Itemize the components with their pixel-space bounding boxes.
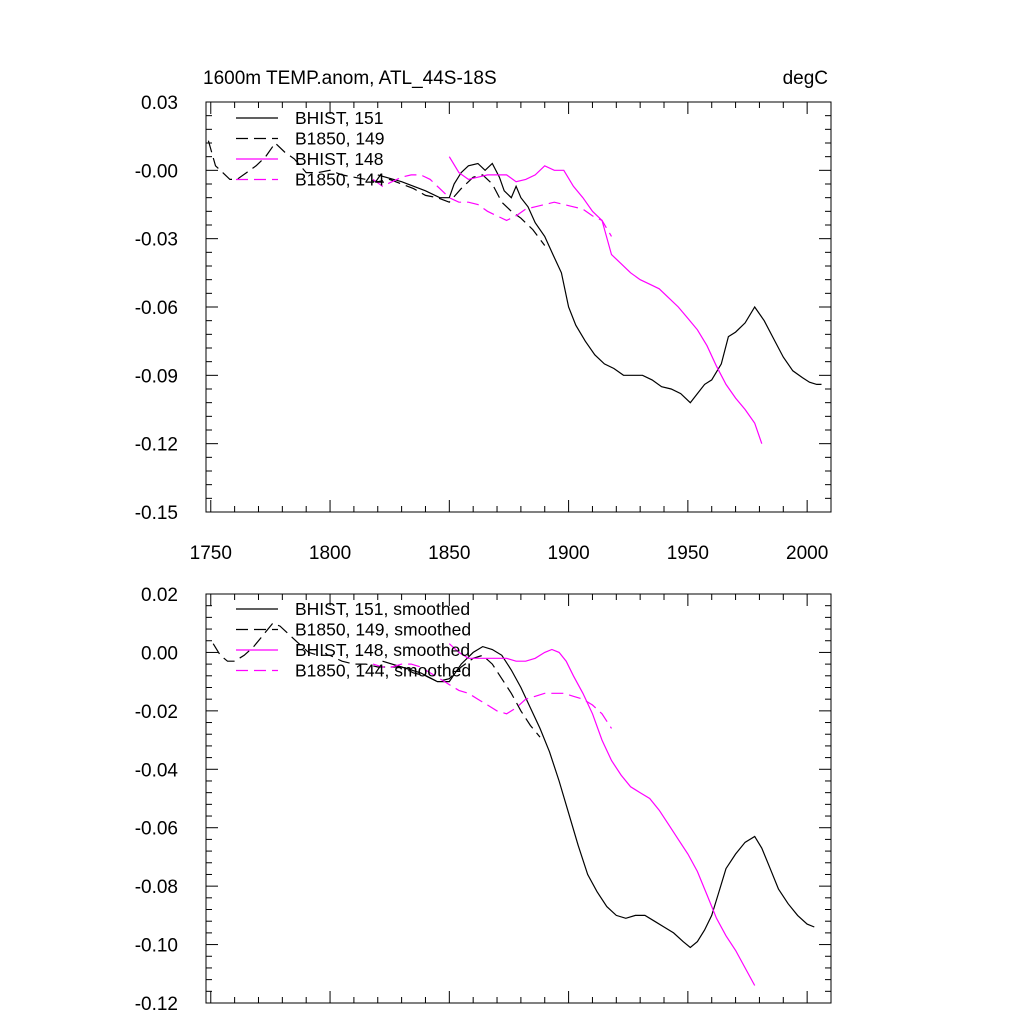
y-tick-label: 0.02 — [141, 585, 178, 606]
y-tick-label: -0.03 — [135, 230, 178, 251]
y-tick-label: -0.00 — [135, 161, 178, 182]
series-line-3 — [448, 156, 763, 444]
y-tick-label: 0.03 — [141, 93, 178, 114]
series-line-1 — [382, 645, 815, 949]
series-line-4 — [372, 174, 613, 237]
legend-label: BHIST, 148, smoothed — [295, 640, 470, 660]
x-tick-label: 1950 — [667, 543, 709, 564]
series-line-3 — [448, 643, 756, 986]
y-tick-label: -0.09 — [135, 366, 178, 387]
legend-label: B1850, 149, smoothed — [295, 620, 471, 640]
series-line-2 — [212, 622, 541, 738]
legend-label: BHIST, 151, smoothed — [295, 599, 470, 619]
plot-frame — [205, 593, 832, 1004]
series-line-2 — [207, 140, 546, 246]
y-tick-label: 0.00 — [141, 643, 178, 664]
series-line-1 — [377, 162, 822, 404]
y-tick-label: -0.06 — [135, 298, 178, 319]
legend-label: B1850, 144 — [295, 170, 385, 190]
x-tick-label: 2000 — [786, 543, 828, 564]
x-tick-label: 1850 — [428, 543, 470, 564]
units-label: degC — [783, 68, 828, 89]
y-tick-label: -0.02 — [135, 702, 178, 723]
y-tick-label: -0.12 — [135, 994, 178, 1015]
legend-label: B1850, 144, smoothed — [295, 661, 471, 681]
legend-label: BHIST, 151 — [295, 108, 384, 128]
y-tick-label: -0.06 — [135, 819, 178, 840]
legend-label: B1850, 149 — [295, 129, 385, 149]
legend-label: BHIST, 148 — [295, 149, 384, 169]
x-tick-label: 1750 — [190, 543, 232, 564]
chart-title: 1600m TEMP.anom, ATL_44S-18S — [203, 68, 497, 89]
y-tick-label: -0.04 — [135, 760, 179, 781]
y-tick-label: -0.12 — [135, 435, 178, 456]
y-tick-label: -0.08 — [135, 877, 178, 898]
chart-panel-2: 0.02 0.00 -0.02 -0.04 -0.06 -0.08 -0.10 -0.12 BH… — [135, 585, 832, 1015]
x-tick-label: 1900 — [547, 543, 589, 564]
chart-panel-1: 1750 1800 1850 1900 1950 2000 0.03 -0.00 -0.03 -0… — [135, 68, 832, 564]
series-line-4 — [372, 663, 613, 729]
y-tick-label: -0.10 — [135, 936, 178, 957]
y-tick-label: -0.15 — [135, 503, 178, 524]
x-tick-label: 1800 — [309, 543, 351, 564]
